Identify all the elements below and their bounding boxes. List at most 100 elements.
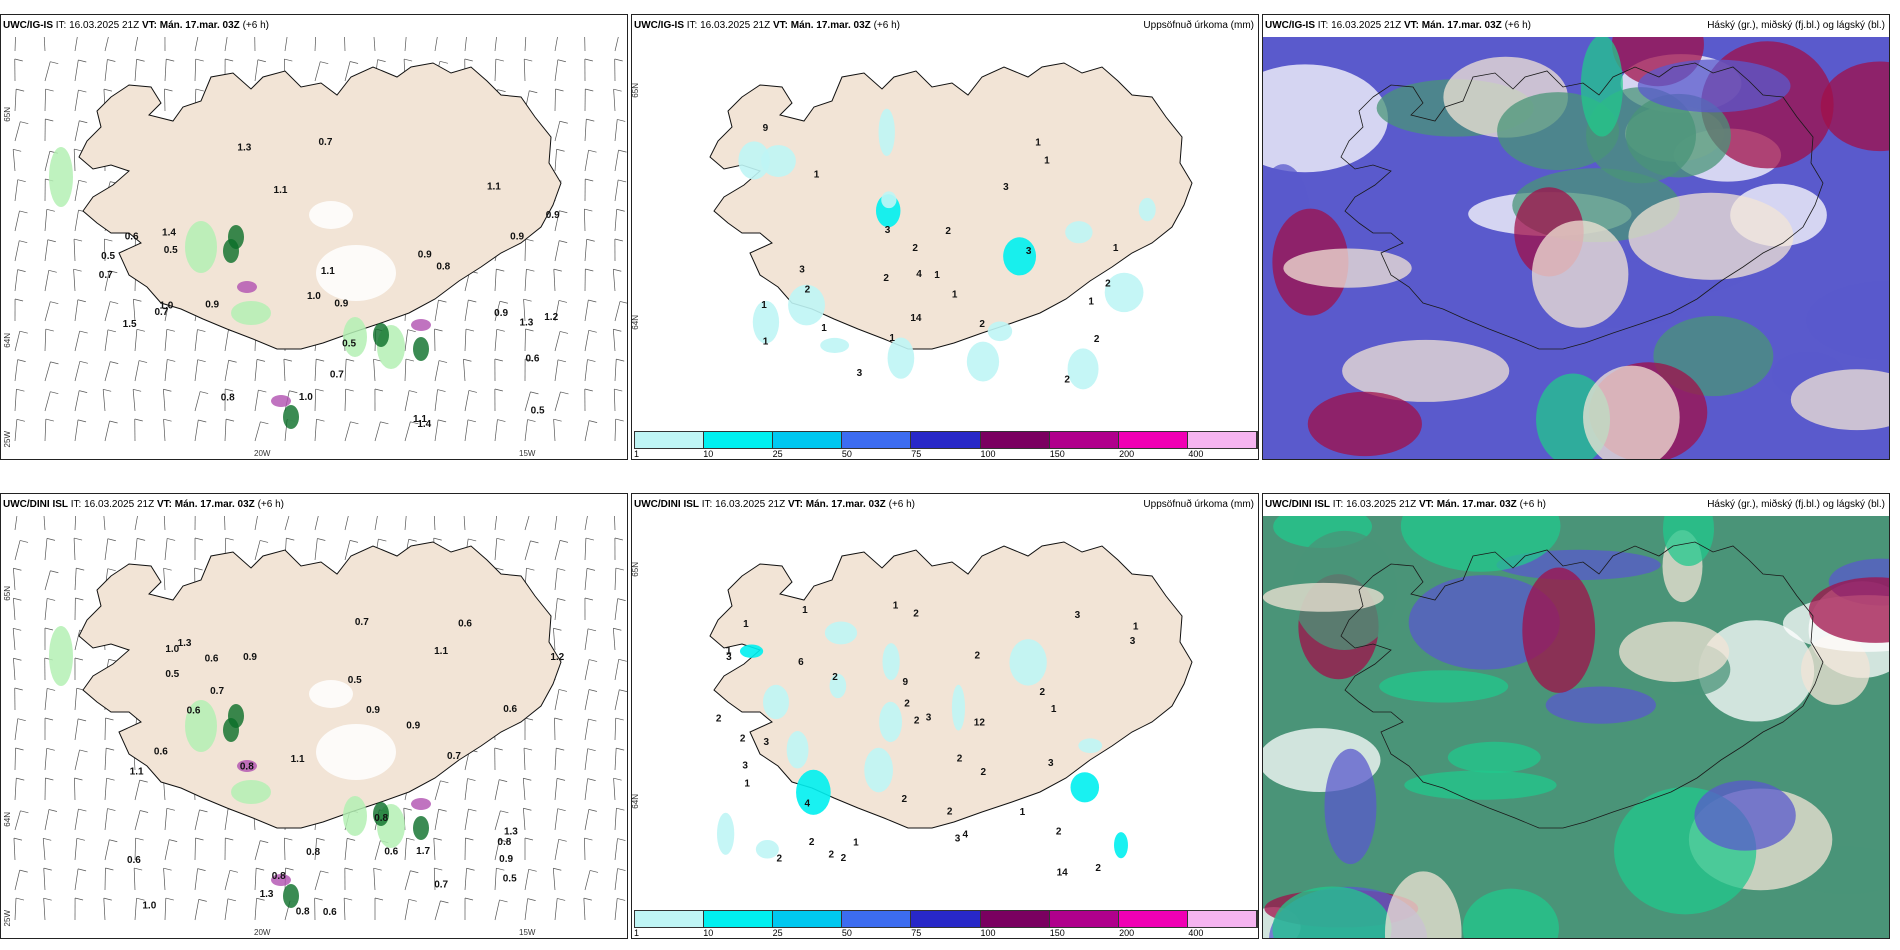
wind-barb-flag bbox=[585, 88, 594, 92]
wind-barb bbox=[584, 359, 588, 382]
wind-barb-flag bbox=[525, 358, 534, 362]
wind-value-label: 0.6 bbox=[127, 855, 141, 866]
wind-barb bbox=[224, 516, 226, 531]
wind-value-label: 0.9 bbox=[205, 299, 219, 310]
wind-barb bbox=[74, 120, 80, 142]
wind-barb bbox=[44, 748, 48, 771]
wind-barb bbox=[14, 179, 19, 202]
wind-barb bbox=[614, 689, 620, 711]
precip-area bbox=[1104, 272, 1144, 313]
wind-barb-flag bbox=[73, 268, 82, 272]
precip-area bbox=[788, 284, 825, 326]
precip-area bbox=[881, 191, 897, 209]
wind-barb-flag bbox=[530, 391, 539, 395]
wind-value-label: 1.4 bbox=[162, 227, 176, 238]
wind-barb bbox=[164, 898, 167, 921]
wind-barb-flag bbox=[19, 869, 28, 873]
wind-barb bbox=[12, 149, 16, 172]
wind-barb-flag bbox=[256, 897, 265, 901]
wind-barb bbox=[614, 659, 620, 681]
wind-barb bbox=[194, 809, 200, 831]
cloud-patch bbox=[1545, 686, 1656, 724]
model-name: UWC/IG-IS bbox=[3, 20, 53, 31]
iceland-land bbox=[709, 541, 1193, 829]
wind-barb bbox=[224, 419, 227, 442]
wind-barb-flag bbox=[613, 268, 622, 272]
wind-barb bbox=[163, 516, 166, 531]
wind-barb-flag bbox=[617, 898, 626, 901]
wind-barb bbox=[614, 179, 619, 202]
wind-barb-flag bbox=[618, 149, 627, 153]
wind-barb bbox=[554, 331, 561, 352]
colorbar-tick: 100 bbox=[980, 928, 996, 938]
snow-core bbox=[271, 874, 291, 886]
precip-value-label: 1 bbox=[952, 289, 958, 300]
precip-value-label: 3 bbox=[1130, 636, 1136, 647]
precip-value-label: 3 bbox=[857, 368, 863, 379]
wind-panel-row2: UWC/DINI ISL IT: 16.03.2025 21Z VT: Mán.… bbox=[0, 493, 628, 939]
wind-barb bbox=[44, 598, 48, 621]
panel-header: UWC/DINI ISL IT: 16.03.2025 21Z VT: Mán.… bbox=[1, 494, 627, 516]
wind-barb bbox=[104, 59, 108, 82]
wind-barb bbox=[524, 898, 528, 921]
precip-area bbox=[760, 145, 796, 178]
wind-barb bbox=[14, 870, 21, 891]
wind-barb-flag bbox=[616, 747, 625, 751]
precip-value-label: 1 bbox=[853, 837, 859, 848]
wind-barb-flag bbox=[198, 419, 207, 423]
wind-barb-flag bbox=[615, 717, 624, 721]
precip-value-label: 2 bbox=[901, 794, 907, 805]
colorbar-segment bbox=[911, 432, 981, 448]
wind-panel-row1: UWC/IG-IS IT: 16.03.2025 21Z VT: Mán. 17… bbox=[0, 14, 628, 460]
wind-barb bbox=[314, 538, 318, 561]
wind-barb bbox=[344, 516, 349, 531]
iceland-outline bbox=[1340, 62, 1824, 350]
precip-value-label: 1 bbox=[1020, 807, 1026, 818]
wind-barb bbox=[44, 361, 51, 382]
wind-barb-flag bbox=[588, 329, 597, 333]
wind-barb bbox=[14, 718, 19, 741]
wind-barb-flag bbox=[468, 299, 477, 303]
wind-barb bbox=[494, 899, 500, 921]
wind-value-label: 0.8 bbox=[497, 837, 511, 848]
wind-barb bbox=[614, 808, 617, 831]
wind-barb bbox=[494, 419, 498, 442]
wind-barb bbox=[344, 540, 351, 561]
wind-barb-flag bbox=[553, 268, 562, 272]
wind-barb bbox=[104, 420, 110, 442]
wind-barb bbox=[44, 329, 47, 352]
wind-barb bbox=[434, 360, 440, 382]
wind-barb bbox=[614, 568, 617, 591]
wind-barb-flag bbox=[167, 538, 176, 541]
colorbar-segment bbox=[980, 911, 1050, 927]
colorbar-tick: 200 bbox=[1119, 449, 1135, 459]
wind-value-label: 0.9 bbox=[510, 231, 524, 242]
wind-barb bbox=[584, 689, 590, 711]
wind-barb-flag bbox=[439, 60, 449, 64]
colorbar-segment bbox=[842, 432, 912, 448]
wind-barb bbox=[524, 269, 527, 292]
colorbar-tick: 150 bbox=[1049, 449, 1065, 459]
colorbar-segment bbox=[704, 911, 774, 927]
wind-value-label: 1.3 bbox=[260, 889, 274, 900]
wind-barb bbox=[74, 37, 78, 52]
wind-barb-flag bbox=[349, 540, 359, 543]
wind-barb-flag bbox=[139, 779, 148, 783]
wind-barb-flag bbox=[617, 838, 626, 841]
wind-value-label: 1.0 bbox=[165, 644, 179, 655]
precip-value-label: 1 bbox=[761, 300, 767, 311]
wind-barb-flag bbox=[103, 388, 112, 392]
wind-barb-flag bbox=[225, 58, 234, 62]
wind-barb bbox=[74, 90, 79, 112]
wind-barb-flag bbox=[434, 328, 443, 332]
wind-barb-flag bbox=[104, 238, 113, 242]
wind-barb bbox=[43, 516, 46, 531]
wind-barb bbox=[553, 419, 556, 442]
wind-barb-flag bbox=[440, 780, 449, 784]
wind-barb bbox=[404, 37, 407, 52]
wind-barb bbox=[554, 240, 560, 262]
wind-barb bbox=[614, 598, 619, 621]
precip-value-label: 1 bbox=[821, 323, 827, 334]
wind-barb-flag bbox=[374, 897, 384, 901]
wind-barb bbox=[163, 419, 166, 442]
